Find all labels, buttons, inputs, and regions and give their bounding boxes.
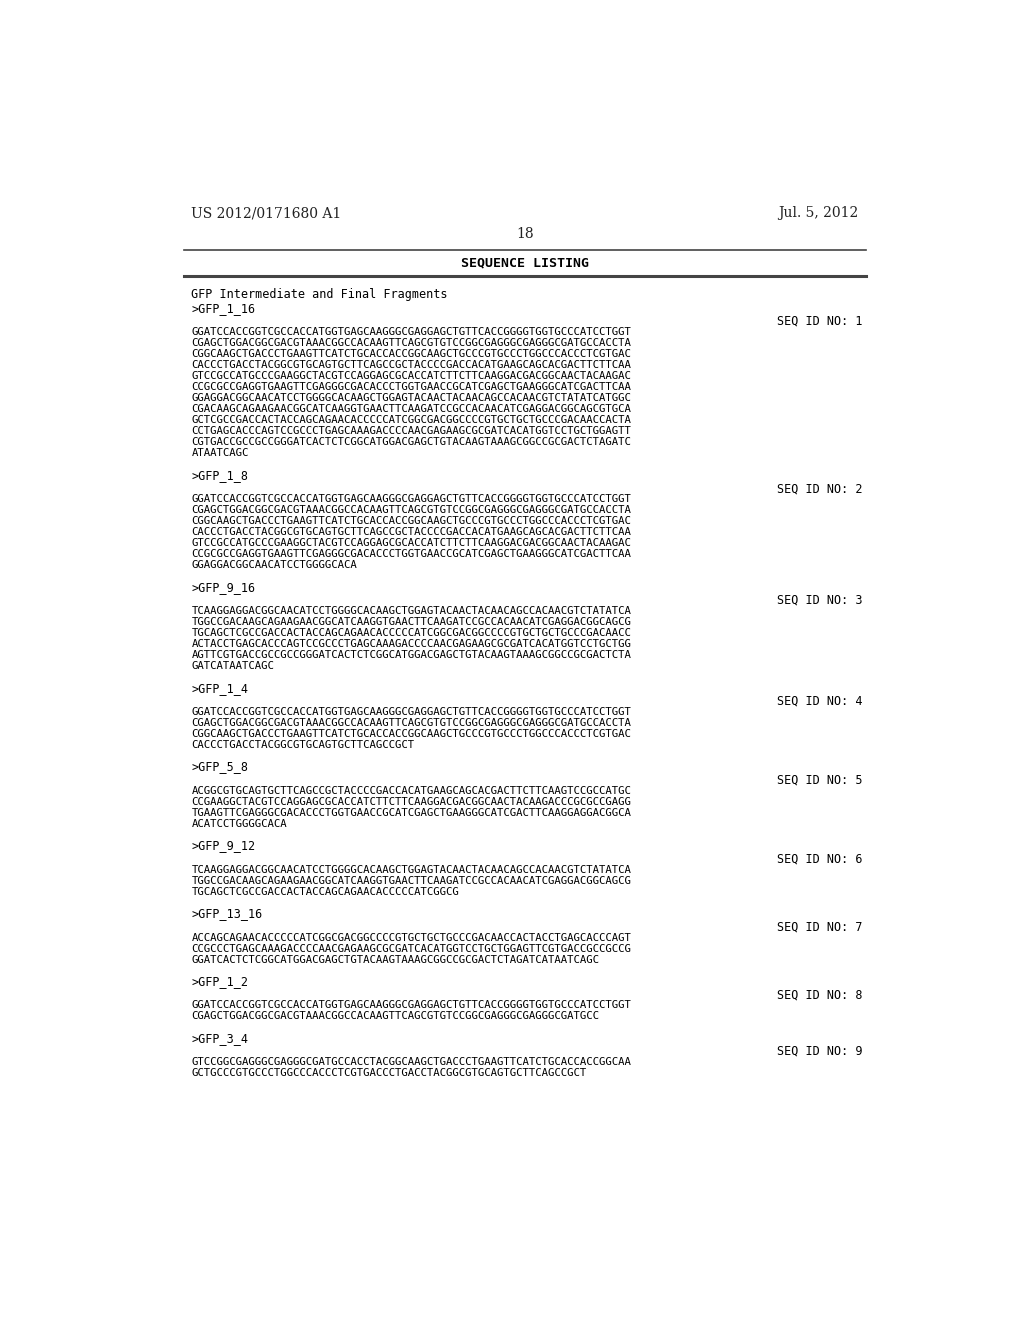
Text: GTCCGGCGAGGGCGAGGGCGATGCCACCTACGGCAAGCTGACCCTGAAGTTCATCTGCACCACCGGCAA: GTCCGGCGAGGGCGAGGGCGATGCCACCTACGGCAAGCTG…: [191, 1057, 632, 1067]
Text: SEQ ID NO: 4: SEQ ID NO: 4: [776, 694, 862, 708]
Text: GTCCGCCATGCCCGAAGGCTACGTCCAGGAGCGCACCATCTTCTTCAAGGACGACGGCAACTACAAGAC: GTCCGCCATGCCCGAAGGCTACGTCCAGGAGCGCACCATC…: [191, 371, 632, 381]
Text: CGGCAAGCTGACCCTGAAGTTCATCTGCACCACCGGCAAGCTGCCCGTGCCCTGGCCCACCCTCGTGAC: CGGCAAGCTGACCCTGAAGTTCATCTGCACCACCGGCAAG…: [191, 350, 632, 359]
Text: AGTTCGTGACCGCCGCCGGGATCACTCTCGGCATGGACGAGCTGTACAAGTAAAGCGGCCGCGACTCTA: AGTTCGTGACCGCCGCCGGGATCACTCTCGGCATGGACGA…: [191, 651, 632, 660]
Text: CGACAAGCAGAAGAACGGCATCAAGGTGAACTTCAAGATCCGCCACAACATCGAGGACGGCAGCGTGCA: CGACAAGCAGAAGAACGGCATCAAGGTGAACTTCAAGATC…: [191, 404, 632, 414]
Text: CGAGCTGGACGGCGACGTAAACGGCCACAAGTTCAGCGTGTCCGGCGAGGGCGAGGGCGATGCCACCTA: CGAGCTGGACGGCGACGTAAACGGCCACAAGTTCAGCGTG…: [191, 338, 632, 348]
Text: SEQUENCE LISTING: SEQUENCE LISTING: [461, 256, 589, 269]
Text: GATCATAATCAGC: GATCATAATCAGC: [191, 661, 274, 672]
Text: CGAGCTGGACGGCGACGTAAACGGCCACAAGTTCAGCGTGTCCGGCGAGGGCGAGGGCGATGCC: CGAGCTGGACGGCGACGTAAACGGCCACAAGTTCAGCGTG…: [191, 1011, 599, 1022]
Text: Jul. 5, 2012: Jul. 5, 2012: [778, 206, 858, 220]
Text: SEQ ID NO: 1: SEQ ID NO: 1: [776, 315, 862, 327]
Text: 18: 18: [516, 227, 534, 240]
Text: CCGAAGGCTACGTCCAGGAGCGCACCATCTTCTTCAAGGACGACGGCAACTACAAGACCCGCGCCGAGG: CCGAAGGCTACGTCCAGGAGCGCACCATCTTCTTCAAGGA…: [191, 797, 632, 807]
Text: ACTACCTGAGCACCCAGTCCGCCCTGAGCAAAGACCCCAACGAGAAGCGCGATCACATGGTCCTGCTGG: ACTACCTGAGCACCCAGTCCGCCCTGAGCAAAGACCCCAA…: [191, 639, 632, 649]
Text: GGATCCACCGGTCGCCACCATGGTGAGCAAGGGCGAGGAGCTGTTCACCGGGGTGGTGCCCATCCTGGT: GGATCCACCGGTCGCCACCATGGTGAGCAAGGGCGAGGAG…: [191, 1001, 632, 1010]
Text: TCAAGGAGGACGGCAACATCCTGGGGCACAAGCTGGAGTACAACTACAACAGCCACAACGTCTATATCA: TCAAGGAGGACGGCAACATCCTGGGGCACAAGCTGGAGTA…: [191, 865, 632, 875]
Text: GGATCCACCGGTCGCCACCATGGTGAGCAAGGGCGAGGAGCTGTTCACCGGGGTGGTGCCCATCCTGGT: GGATCCACCGGTCGCCACCATGGTGAGCAAGGGCGAGGAG…: [191, 494, 632, 504]
Text: CGTGACCGCCGCCGGGATCACTCTCGGCATGGACGAGCTGTACAAGTAAAGCGGCCGCGACTCTAGATC: CGTGACCGCCGCCGGGATCACTCTCGGCATGGACGAGCTG…: [191, 437, 632, 447]
Text: TGGCCGACAAGCAGAAGAACGGCATCAAGGTGAACTTCAAGATCCGCCACAACATCGAGGACGGCAGCG: TGGCCGACAAGCAGAAGAACGGCATCAAGGTGAACTTCAA…: [191, 875, 632, 886]
Text: US 2012/0171680 A1: US 2012/0171680 A1: [191, 206, 342, 220]
Text: >GFP_9_16: >GFP_9_16: [191, 581, 256, 594]
Text: CGAGCTGGACGGCGACGTAAACGGCCACAAGTTCAGCGTGTCCGGCGAGGGCGAGGGCGATGCCACCTA: CGAGCTGGACGGCGACGTAAACGGCCACAAGTTCAGCGTG…: [191, 506, 632, 515]
Text: SEQ ID NO: 7: SEQ ID NO: 7: [776, 920, 862, 933]
Text: >GFP_13_16: >GFP_13_16: [191, 907, 263, 920]
Text: SEQ ID NO: 2: SEQ ID NO: 2: [776, 482, 862, 495]
Text: SEQ ID NO: 9: SEQ ID NO: 9: [776, 1045, 862, 1059]
Text: SEQ ID NO: 5: SEQ ID NO: 5: [776, 774, 862, 787]
Text: ACATCCTGGGGCACA: ACATCCTGGGGCACA: [191, 818, 287, 829]
Text: GGATCCACCGGTCGCCACCATGGTGAGCAAGGGCGAGGAGCTGTTCACCGGGGTGGTGCCCATCCTGGT: GGATCCACCGGTCGCCACCATGGTGAGCAAGGGCGAGGAG…: [191, 708, 632, 717]
Text: >GFP_1_4: >GFP_1_4: [191, 681, 249, 694]
Text: CCGCGCCGAGGTGAAGTTCGAGGGCGACACCCTGGTGAACCGCATCGAGCTGAAGGGCATCGACTTCAA: CCGCGCCGAGGTGAAGTTCGAGGGCGACACCCTGGTGAAC…: [191, 383, 632, 392]
Text: >GFP_1_2: >GFP_1_2: [191, 975, 249, 987]
Text: TGCAGCTCGCCGACCACTACCAGCAGAACACCCCCATCGGCGACGGCCCCGTGCTGCTGCCCGACAACC: TGCAGCTCGCCGACCACTACCAGCAGAACACCCCCATCGG…: [191, 628, 632, 638]
Text: SEQ ID NO: 3: SEQ ID NO: 3: [776, 594, 862, 607]
Text: CCGCGCCGAGGTGAAGTTCGAGGGCGACACCCTGGTGAACCGCATCGAGCTGAAGGGCATCGACTTCAA: CCGCGCCGAGGTGAAGTTCGAGGGCGACACCCTGGTGAAC…: [191, 549, 632, 560]
Text: CACCCTGACCTACGGCGTGCAGTGCTTCAGCCGCTACCCCGACCACATGAAGCAGCACGACTTCTTCAA: CACCCTGACCTACGGCGTGCAGTGCTTCAGCCGCTACCCC…: [191, 360, 632, 370]
Text: >GFP_5_8: >GFP_5_8: [191, 760, 249, 774]
Text: GGAGGACGGCAACATCCTGGGGCACAAGCTGGAGTACAACTACAACAGCCACAACGTCTATATCATGGC: GGAGGACGGCAACATCCTGGGGCACAAGCTGGAGTACAAC…: [191, 393, 632, 404]
Text: >GFP_3_4: >GFP_3_4: [191, 1032, 249, 1045]
Text: CGGCAAGCTGACCCTGAAGTTCATCTGCACCACCGGCAAGCTGCCCGTGCCCTGGCCCACCCTCGTGAC: CGGCAAGCTGACCCTGAAGTTCATCTGCACCACCGGCAAG…: [191, 516, 632, 527]
Text: ACGGCGTGCAGTGCTTCAGCCGCTACCCCGACCACATGAAGCAGCACGACTTCTTCAAGTCCGCCATGC: ACGGCGTGCAGTGCTTCAGCCGCTACCCCGACCACATGAA…: [191, 785, 632, 796]
Text: GGATCCACCGGTCGCCACCATGGTGAGCAAGGGCGAGGAGCTGTTCACCGGGGTGGTGCCCATCCTGGT: GGATCCACCGGTCGCCACCATGGTGAGCAAGGGCGAGGAG…: [191, 327, 632, 337]
Text: CCTGAGCACCCAGTCCGCCCTGAGCAAAGACCCCAACGAGAAGCGCGATCACATGGTCCTGCTGGAGTT: CCTGAGCACCCAGTCCGCCCTGAGCAAAGACCCCAACGAG…: [191, 426, 632, 437]
Text: TCAAGGAGGACGGCAACATCCTGGGGCACAAGCTGGAGTACAACTACAACAGCCACAACGTCTATATCA: TCAAGGAGGACGGCAACATCCTGGGGCACAAGCTGGAGTA…: [191, 606, 632, 616]
Text: CACCCTGACCTACGGCGTGCAGTGCTTCAGCCGCTACCCCGACCACATGAAGCAGCACGACTTCTTCAA: CACCCTGACCTACGGCGTGCAGTGCTTCAGCCGCTACCCC…: [191, 527, 632, 537]
Text: CGGCAAGCTGACCCTGAAGTTCATCTGCACCACCGGCAAGCTGCCCGTGCCCTGGCCCACCCTCGTGAC: CGGCAAGCTGACCCTGAAGTTCATCTGCACCACCGGCAAG…: [191, 729, 632, 739]
Text: >GFP_1_16: >GFP_1_16: [191, 302, 256, 314]
Text: TGAAGTTCGAGGGCGACACCCTGGTGAACCGCATCGAGCTGAAGGGCATCGACTTCAAGGAGGACGGCA: TGAAGTTCGAGGGCGACACCCTGGTGAACCGCATCGAGCT…: [191, 808, 632, 818]
Text: GGATCACTCTCGGCATGGACGAGCTGTACAAGTAAAGCGGCCGCGACTCTAGATCATAATCAGC: GGATCACTCTCGGCATGGACGAGCTGTACAAGTAAAGCGG…: [191, 954, 599, 965]
Text: SEQ ID NO: 8: SEQ ID NO: 8: [776, 989, 862, 1002]
Text: GCTGCCCGTGCCCTGGCCCACCCTCGTGACCCTGACCTACGGCGTGCAGTGCTTCAGCCGCT: GCTGCCCGTGCCCTGGCCCACCCTCGTGACCCTGACCTAC…: [191, 1068, 587, 1078]
Text: >GFP_9_12: >GFP_9_12: [191, 840, 256, 853]
Text: GGAGGACGGCAACATCCTGGGGCACA: GGAGGACGGCAACATCCTGGGGCACA: [191, 560, 357, 570]
Text: ATAATCAGC: ATAATCAGC: [191, 449, 249, 458]
Text: GCTCGCCGACCACTACCAGCAGAACACCCCCATCGGCGACGGCCCCGTGCTGCTGCCCGACAACCACTA: GCTCGCCGACCACTACCAGCAGAACACCCCCATCGGCGAC…: [191, 416, 632, 425]
Text: SEQ ID NO: 6: SEQ ID NO: 6: [776, 853, 862, 866]
Text: CACCCTGACCTACGGCGTGCAGTGCTTCAGCCGCT: CACCCTGACCTACGGCGTGCAGTGCTTCAGCCGCT: [191, 741, 415, 750]
Text: TGGCCGACAAGCAGAAGAACGGCATCAAGGTGAACTTCAAGATCCGCCACAACATCGAGGACGGCAGCG: TGGCCGACAAGCAGAAGAACGGCATCAAGGTGAACTTCAA…: [191, 618, 632, 627]
Text: GFP Intermediate and Final Fragments: GFP Intermediate and Final Fragments: [191, 289, 447, 301]
Text: GTCCGCCATGCCCGAAGGCTACGTCCAGGAGCGCACCATCTTCTTCAAGGACGACGGCAACTACAAGAC: GTCCGCCATGCCCGAAGGCTACGTCCAGGAGCGCACCATC…: [191, 539, 632, 548]
Text: TGCAGCTCGCCGACCACTACCAGCAGAACACCCCCATCGGCG: TGCAGCTCGCCGACCACTACCAGCAGAACACCCCCATCGG…: [191, 887, 459, 896]
Text: ACCAGCAGAACACCCCCATCGGCGACGGCCCCGTGCTGCTGCCCGACAACCACTACCTGAGCACCCAGT: ACCAGCAGAACACCCCCATCGGCGACGGCCCCGTGCTGCT…: [191, 932, 632, 942]
Text: CGAGCTGGACGGCGACGTAAACGGCCACAAGTTCAGCGTGTCCGGCGAGGGCGAGGGCGATGCCACCTA: CGAGCTGGACGGCGACGTAAACGGCCACAAGTTCAGCGTG…: [191, 718, 632, 729]
Text: CCGCCCTGAGCAAAGACCCCAACGAGAAGCGCGATCACATGGTCCTGCTGGAGTTCGTGACCGCCGCCG: CCGCCCTGAGCAAAGACCCCAACGAGAAGCGCGATCACAT…: [191, 944, 632, 953]
Text: >GFP_1_8: >GFP_1_8: [191, 469, 249, 482]
